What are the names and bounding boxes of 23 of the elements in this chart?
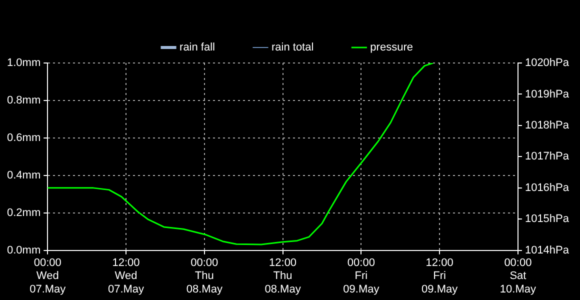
- legend-label: rain fall: [180, 42, 215, 54]
- y2-tick-label: 1016hPa: [524, 182, 570, 194]
- y-tick-label: 0.6mm: [6, 132, 41, 144]
- y-tick-label: 1.0mm: [6, 57, 41, 70]
- y-tick-label: 0.0mm: [6, 244, 41, 256]
- y2-tick-label: 1018hPa: [524, 120, 570, 132]
- x-tick-label: 12:00 Thu 08.May: [264, 257, 302, 296]
- y2-tick-label: 1014hPa: [524, 244, 570, 256]
- x-tick-label: 12:00 Fri 09.May: [422, 257, 458, 296]
- legend-label: rain total: [271, 42, 314, 54]
- y2-tick-label: 1019hPa: [524, 88, 570, 100]
- y-tick-label: 0.8mm: [6, 94, 41, 107]
- legend-label: pressure: [370, 42, 413, 54]
- y-tick-label: 0.4mm: [6, 169, 41, 182]
- y-tick-label: 0.2mm: [6, 206, 41, 219]
- x-tick-label: 00:00 Thu 08.May: [186, 257, 223, 296]
- x-tick-label: 00:00 Wed 07.May: [30, 257, 66, 296]
- y2-tick-label: 1015hPa: [524, 213, 570, 226]
- x-tick-label: 00:00 Fri 09.May: [343, 257, 380, 296]
- y2-tick-label: 1017hPa: [524, 150, 570, 163]
- y2-tick-label: 1020hPa: [524, 57, 570, 70]
- x-tick-label: 12:00 Wed 07.May: [108, 257, 145, 296]
- x-tick-label: 00:00 Sat 10.May: [500, 257, 536, 296]
